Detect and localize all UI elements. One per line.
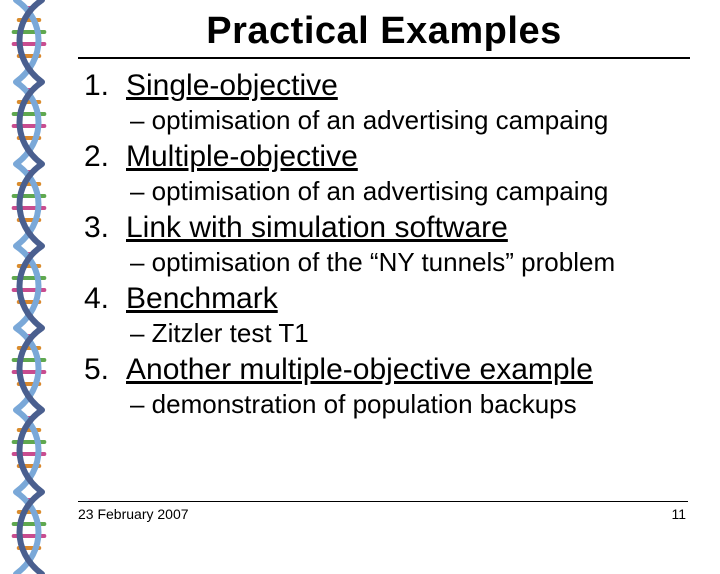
list-item: 5. Another multiple-objective example – …	[84, 353, 690, 420]
list-item: 3. Link with simulation software – optim…	[84, 211, 690, 278]
dna-sidebar	[0, 0, 60, 540]
dna-segment	[8, 492, 50, 574]
examples-list: 1. Single-objective – optimisation of an…	[78, 69, 690, 420]
item-title: Link with simulation software	[126, 211, 508, 245]
item-number: 2.	[84, 140, 126, 174]
title-divider	[78, 57, 690, 59]
dna-segment	[8, 0, 50, 82]
list-item: 1. Single-objective – optimisation of an…	[84, 69, 690, 136]
slide-content: Practical Examples 1. Single-objective –…	[60, 0, 720, 540]
item-subtitle: – optimisation of the “NY tunnels” probl…	[130, 247, 690, 278]
item-subtitle: – optimisation of an advertising campain…	[130, 105, 690, 136]
footer-divider	[78, 501, 688, 502]
dna-segment	[8, 164, 50, 246]
item-subtitle: – demonstration of population backups	[130, 389, 690, 420]
page-title: Practical Examples	[78, 10, 690, 53]
item-subtitle: – optimisation of an advertising campain…	[130, 176, 690, 207]
item-number: 4.	[84, 282, 126, 316]
item-number: 5.	[84, 353, 126, 387]
item-subtitle: – Zitzler test T1	[130, 318, 690, 349]
list-item: 4. Benchmark – Zitzler test T1	[84, 282, 690, 349]
footer-date: 23 February 2007	[78, 506, 189, 522]
item-title: Another multiple-objective example	[126, 353, 593, 387]
footer-page-number: 11	[671, 506, 686, 522]
item-title: Single-objective	[126, 69, 338, 103]
item-number: 3.	[84, 211, 126, 245]
item-title: Benchmark	[126, 282, 278, 316]
dna-segment	[8, 328, 50, 410]
dna-segment	[8, 246, 50, 328]
list-item: 2. Multiple-objective – optimisation of …	[84, 140, 690, 207]
item-title: Multiple-objective	[126, 140, 358, 174]
dna-segment	[8, 82, 50, 164]
item-number: 1.	[84, 69, 126, 103]
slide-footer: 23 February 2007 11	[78, 506, 698, 522]
dna-segment	[8, 410, 50, 492]
